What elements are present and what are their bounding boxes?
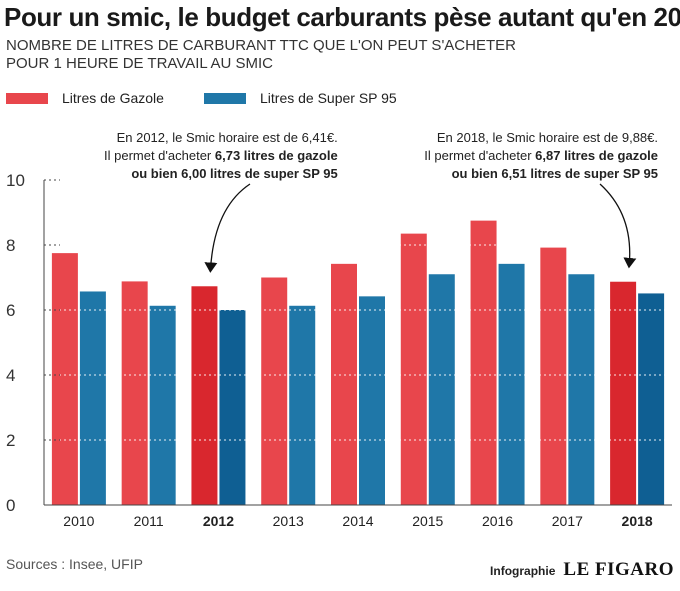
bar-super-2013 — [289, 305, 316, 505]
x-tick-label-2012: 2012 — [203, 513, 234, 529]
legend-item-super: Litres de Super SP 95 — [204, 90, 397, 106]
bar-gazole-2012 — [191, 286, 218, 505]
source-note: Sources : Insee, UFIP — [6, 556, 143, 572]
bar-super-2011 — [149, 305, 176, 505]
subtitle-line-2: POUR 1 HEURE DE TRAVAIL AU SMIC — [6, 55, 274, 72]
annotation-arrow-2018 — [599, 183, 637, 269]
y-tick-label-6: 6 — [6, 301, 15, 320]
annotation-2012-line-2: Il permet d'acheter 6,73 litres de gazol… — [104, 147, 338, 165]
bar-super-2014 — [359, 296, 385, 505]
legend-swatch-gazole — [6, 92, 48, 104]
annotation-2018-line-2-text: Il permet d'acheter — [424, 148, 536, 163]
bar-gazole-2017 — [540, 247, 567, 505]
annotation-arrow-2012 — [204, 183, 251, 273]
bar-gazole-2013 — [261, 277, 288, 505]
x-tick-label-2017: 2017 — [552, 513, 583, 529]
x-tick-label-2016: 2016 — [482, 513, 513, 529]
annotation-2012: En 2012, le Smic horaire est de 6,41€. I… — [104, 129, 338, 183]
legend-swatch-super — [204, 92, 246, 104]
y-tick-label-0: 0 — [6, 496, 15, 515]
x-tick-label-2015: 2015 — [412, 513, 443, 529]
bar-gazole-2014 — [331, 263, 357, 505]
x-tick-label-2013: 2013 — [273, 513, 304, 529]
bar-super-2010 — [79, 291, 106, 505]
annotation-2018: En 2018, le Smic horaire est de 9,88€. I… — [424, 129, 658, 183]
annotation-2018-line-3: ou bien 6,51 litres de super SP 95 — [424, 165, 658, 183]
legend-item-gazole: Litres de Gazole — [6, 90, 164, 106]
y-tick-label-8: 8 — [6, 236, 15, 255]
legend-label-gazole: Litres de Gazole — [62, 90, 164, 106]
annotation-2012-gazole-value: 6,73 litres de gazole — [214, 148, 338, 163]
bar-super-2018 — [638, 293, 665, 505]
chart-title: Pour un smic, le budget carburants pèse … — [4, 2, 680, 32]
le-figaro-logo: LE FIGARO — [563, 559, 674, 580]
bar-super-2016 — [498, 263, 525, 505]
x-tick-label-2014: 2014 — [342, 513, 373, 529]
bar-super-2015 — [428, 274, 455, 505]
credit-label: Infographie — [490, 564, 556, 578]
bar-super-2012 — [219, 310, 246, 505]
bar-gazole-2011 — [121, 281, 148, 505]
annotation-2012-super-value: ou bien 6,00 litres de super SP 95 — [131, 166, 338, 181]
annotation-2018-line-1: En 2018, le Smic horaire est de 9,88€. — [436, 130, 658, 145]
y-tick-label-4: 4 — [6, 366, 15, 385]
legend-label-super: Litres de Super SP 95 — [260, 90, 397, 106]
annotation-2018-super-value: ou bien 6,51 litres de super SP 95 — [451, 166, 658, 181]
annotation-2018-line-2: Il permet d'acheter 6,87 litres de gazol… — [424, 147, 658, 165]
x-tick-label-2011: 2011 — [134, 513, 164, 529]
y-tick-label-10: 10 — [6, 171, 25, 190]
bar-gazole-2015 — [400, 233, 427, 505]
annotation-2012-line-2-text: Il permet d'acheter — [104, 148, 215, 163]
x-tick-label-2010: 2010 — [63, 513, 94, 529]
bar-gazole-2018 — [610, 281, 637, 505]
subtitle-line-1: NOMBRE DE LITRES DE CARBURANT TTC QUE L'… — [6, 37, 516, 54]
bar-gazole-2010 — [51, 253, 78, 505]
y-tick-label-2: 2 — [6, 431, 15, 450]
chart-subtitle: NOMBRE DE LITRES DE CARBURANT TTC QUE L'… — [6, 37, 516, 73]
x-tick-label-2018: 2018 — [622, 513, 653, 529]
annotation-2012-line-1: En 2012, le Smic horaire est de 6,41€. — [116, 130, 338, 145]
annotation-2012-line-3: ou bien 6,00 litres de super SP 95 — [104, 165, 338, 183]
bar-super-2017 — [568, 274, 595, 505]
credit: Infographie LE FIGARO — [490, 559, 674, 581]
annotation-2018-gazole-value: 6,87 litres de gazole — [535, 148, 658, 163]
bar-gazole-2016 — [470, 220, 497, 505]
